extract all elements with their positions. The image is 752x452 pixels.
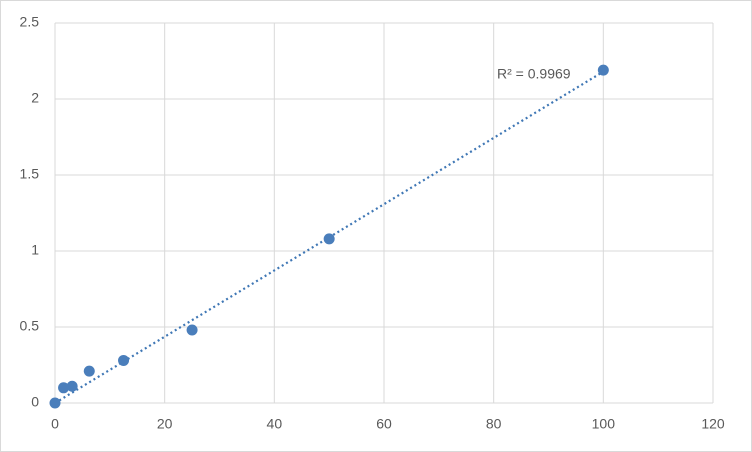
x-tick-label: 0 [51,416,59,432]
x-tick-label: 60 [376,416,392,432]
x-tick-label: 100 [592,416,616,432]
y-tick-label: 2.5 [20,14,40,30]
data-point [323,233,335,245]
y-tick-label: 2 [31,90,39,106]
y-tick-label: 1 [31,242,39,258]
data-point [83,365,95,377]
data-point [186,324,198,336]
y-tick-label: 0.5 [20,318,40,334]
data-point [597,64,609,76]
data-point [49,397,61,409]
y-tick-label: 0 [31,394,39,410]
x-tick-label: 20 [157,416,173,432]
data-point [58,382,70,394]
data-point [118,354,130,366]
y-tick-label: 1.5 [20,166,40,182]
x-tick-label: 40 [267,416,283,432]
r-squared-label: R² = 0.9969 [497,66,571,82]
x-tick-label: 80 [486,416,502,432]
x-tick-label: 120 [701,416,725,432]
data-point [66,380,78,392]
